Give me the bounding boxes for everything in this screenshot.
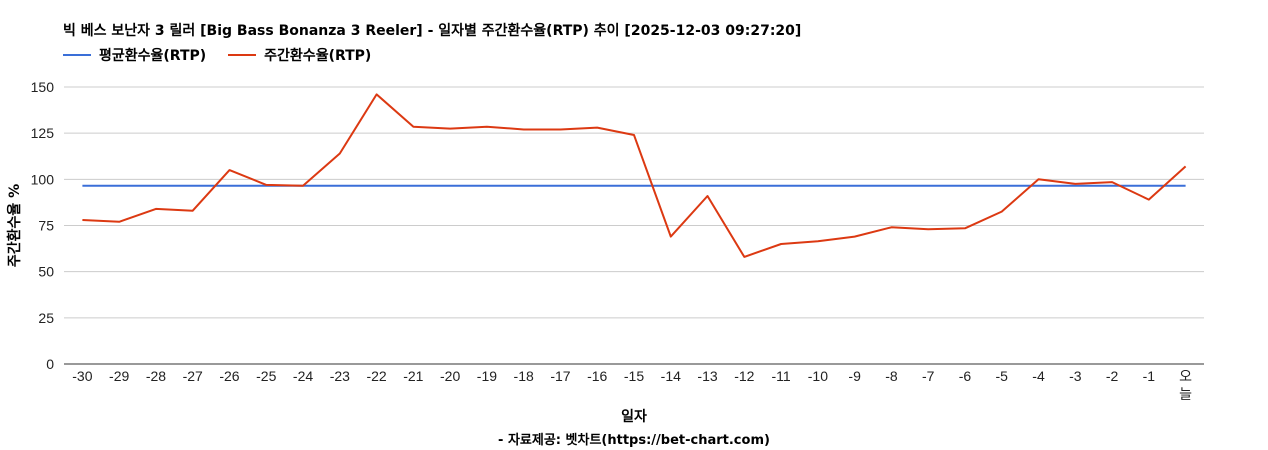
x-tick-label: -10 [808,368,828,384]
x-tick-label: -12 [734,368,754,384]
x-tick-label: -9 [848,368,861,384]
x-tick-label: -28 [146,368,166,384]
x-tick-label: -13 [697,368,717,384]
x-tick-label: -15 [624,368,644,384]
x-axis-ticks: -30 -29 -28 -27 -26 -25 -24 -23 -22 -21 -20 -19 -18-… [72,368,1192,402]
x-tick-label: -6 [959,368,972,384]
x-tick-label: -30 [72,368,92,384]
chart-legend: 평균환수율(RTP) 주간환수율(RTP) [63,45,393,65]
source-credit: - 자료제공: 벳차트(https://bet-chart.com) [498,433,770,448]
legend-item-avg[interactable]: 평균환수율(RTP) [63,45,206,65]
x-tick-label: -20 [440,368,460,384]
x-tick-label: -14 [661,368,681,384]
legend-swatch-weekly [228,54,257,56]
x-axis-title: 일자 [621,409,647,425]
x-tick-label: -5 [996,368,1009,384]
legend-item-weekly[interactable]: 주간환수율(RTP) [228,45,371,65]
y-tick-label: 75 [38,218,54,234]
series-lines [82,93,1187,258]
x-tick-label: -2 [1106,368,1119,384]
x-tick-label: -21 [403,368,423,384]
x-tick-label: -3 [1069,368,1082,384]
x-tick-label: -23 [330,368,350,384]
y-axis-ticks: 0 25 50 75 100 125 150 [31,79,55,372]
x-tick-label: -24 [293,368,313,384]
x-tick-label: -7 [922,368,935,384]
x-tick-label: -27 [183,368,203,384]
x-tick-label: -25 [256,368,276,384]
x-tick-label: -19 [477,368,497,384]
x-tick-label: -17 [550,368,570,384]
legend-swatch-avg [63,54,91,56]
y-tick-label: 150 [31,79,55,95]
series-line-weekly [82,93,1187,258]
x-tick-label: -16 [587,368,607,384]
y-tick-label: 100 [31,171,55,187]
legend-label-weekly: 주간환수율(RTP) [264,48,372,64]
x-tick-label: -22 [366,368,386,384]
x-tick-label: -1 [1143,368,1156,384]
x-tick-label: -26 [219,368,239,384]
y-tick-label: 50 [38,264,54,280]
x-tick-label: -11 [771,368,790,384]
x-tick-label: -8 [885,368,898,384]
gridlines [64,86,1204,319]
legend-label-avg: 평균환수율(RTP) [99,48,207,64]
chart-title: 빅 베스 보난자 3 릴러 [Big Bass Bonanza 3 Reeler… [63,23,802,39]
y-tick-label: 25 [38,310,54,326]
x-tick-label: -4 [1032,368,1045,384]
y-tick-label: 125 [31,125,55,141]
x-tick-label: -29 [109,368,129,384]
x-tick-label: -18 [514,368,534,384]
y-axis-title: 주간환수율 % [6,184,23,267]
y-tick-label: 0 [46,356,54,372]
